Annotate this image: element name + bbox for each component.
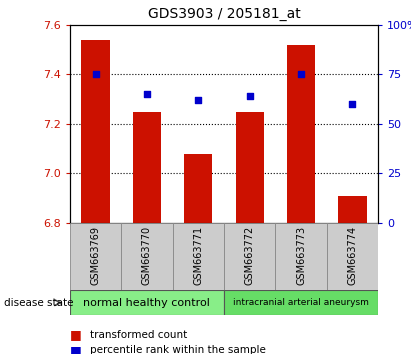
Bar [70,290,224,315]
Text: disease state: disease state [4,298,74,308]
Point [349,101,356,107]
Bar [81,40,110,223]
Bar [236,112,264,223]
Point [195,97,201,103]
Bar [224,290,378,315]
Text: percentile rank within the sample: percentile rank within the sample [90,346,266,354]
Bar [287,45,315,223]
Text: intracranial arterial aneurysm: intracranial arterial aneurysm [233,298,369,307]
Text: ■: ■ [70,328,82,341]
Bar [224,223,275,290]
Bar [133,112,161,223]
Bar [275,223,327,290]
Point [92,72,99,77]
Bar [184,154,212,223]
Bar [70,223,121,290]
Text: transformed count: transformed count [90,330,188,339]
Text: GSM663772: GSM663772 [245,226,255,285]
Text: GSM663770: GSM663770 [142,226,152,285]
Text: GSM663769: GSM663769 [90,226,101,285]
Point [247,93,253,99]
Text: GSM663771: GSM663771 [193,226,203,285]
Title: GDS3903 / 205181_at: GDS3903 / 205181_at [148,7,300,21]
Text: GSM663774: GSM663774 [347,226,358,285]
Text: GSM663773: GSM663773 [296,226,306,285]
Text: ■: ■ [70,344,82,354]
Bar [173,223,224,290]
Point [144,91,150,97]
Bar [327,223,378,290]
Text: normal healthy control: normal healthy control [83,298,210,308]
Point [298,72,304,77]
Bar [338,196,367,223]
Bar [121,223,173,290]
